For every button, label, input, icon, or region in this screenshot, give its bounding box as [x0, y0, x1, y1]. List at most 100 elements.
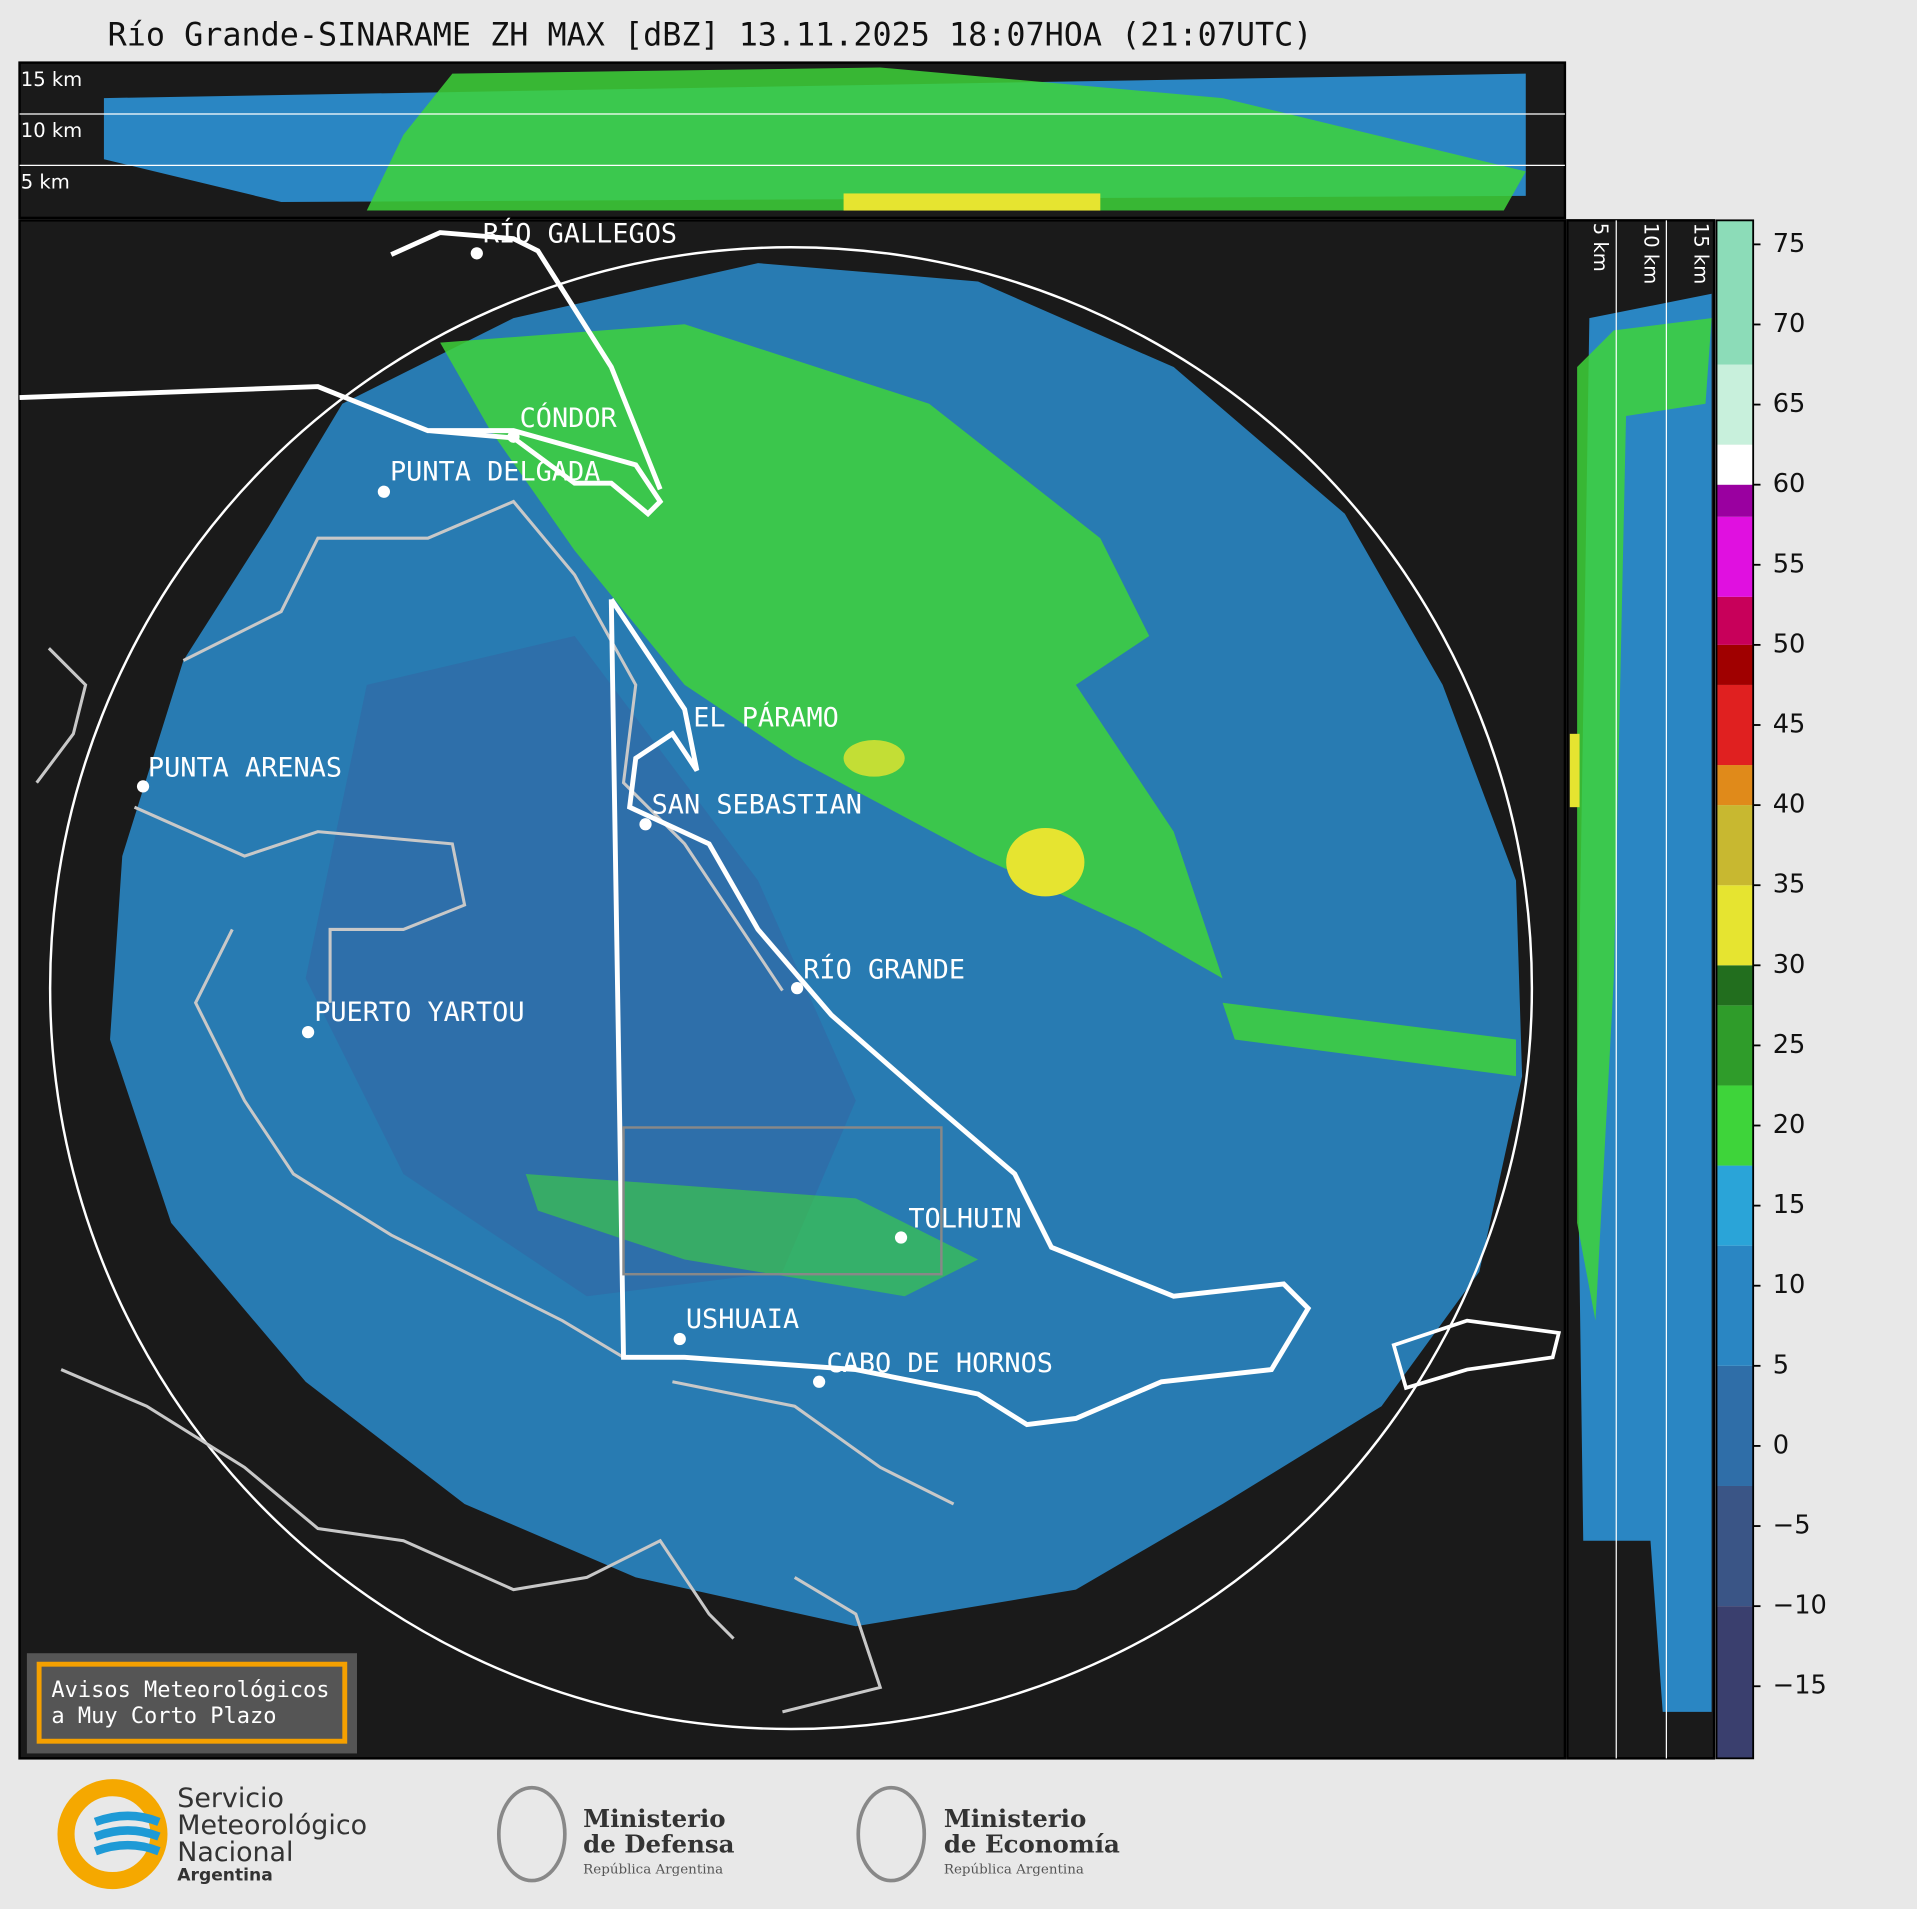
colorbar-band [1716, 885, 1754, 966]
place-label: PUNTA ARENAS [148, 753, 342, 784]
echo-yellow [1006, 827, 1085, 897]
colorbar-band [1716, 765, 1754, 806]
colorbar-band [1716, 1005, 1754, 1086]
colorbar-band [1716, 1085, 1754, 1166]
colorbar-band [1716, 1606, 1754, 1759]
coat-of-arms [856, 1785, 927, 1883]
place-label: CÓNDOR [520, 402, 618, 434]
colorbar-band [1716, 364, 1754, 445]
logo-text: Nacional [177, 1837, 293, 1868]
colorbar-band [1716, 1365, 1754, 1486]
echo-blue-dark [305, 636, 856, 1297]
coat-of-arms [496, 1785, 567, 1883]
notice-border [36, 1661, 348, 1744]
top-profile-echo-yellow [843, 193, 1101, 211]
radar-range-ring [48, 246, 1534, 1731]
colorbar-tick-label: −5 [1773, 1511, 1811, 1541]
place-label: EL PÁRAMO [693, 701, 839, 733]
logo-text: República Argentina [583, 1862, 723, 1877]
colorbar-tick-label: 45 [1773, 709, 1806, 739]
logo-text: Ministerio [944, 1804, 1086, 1833]
colorbar-tick-label: −10 [1773, 1591, 1827, 1621]
notice-text: a Muy Corto Plazo [51, 1704, 276, 1729]
place-dot [813, 1375, 826, 1388]
place-label: PUNTA DELGADA [390, 457, 600, 488]
place-label: USHUAIA [686, 1304, 799, 1335]
colorbar-band [1716, 1165, 1754, 1246]
colorbar-tick-label: 0 [1773, 1430, 1789, 1460]
height-label: 10 km [21, 119, 82, 142]
colorbar-frame [1715, 219, 1755, 1760]
colorbar-band [1716, 684, 1754, 766]
colorbar-tick-label: 20 [1773, 1110, 1806, 1140]
place-dot [894, 1231, 908, 1244]
colorbar-tick-label: 55 [1773, 549, 1806, 579]
echo-yellow [843, 739, 905, 777]
height-label: 15 km [21, 68, 82, 91]
height-label: 5 km [1589, 223, 1612, 272]
colorbar-tick-label: 60 [1773, 469, 1806, 499]
top-profile-echo-green [366, 67, 1526, 211]
colorbar-tick-label: 30 [1773, 950, 1806, 980]
border-line [19, 230, 1312, 1428]
colorbar-band [1716, 444, 1754, 485]
defensa-logo: Ministerio de Defensa República Argentin… [496, 1785, 735, 1883]
echo-green [440, 324, 1223, 979]
colorbar-tick-label: 65 [1773, 389, 1806, 419]
colorbar-tick-label: 50 [1773, 629, 1806, 659]
colorbar-tick-label: 5 [1773, 1350, 1789, 1380]
place-label: RÍO GRANDE [803, 953, 965, 985]
area-outline [622, 1126, 943, 1276]
place-label: RÍO GALLEGOS [483, 217, 677, 249]
colorbar-tick-label: 70 [1773, 309, 1806, 339]
economia-logo: Ministerio de Economía República Argenti… [856, 1785, 1120, 1883]
notice-text: Avisos Meteorológicos [51, 1678, 329, 1703]
coastline [35, 499, 955, 1714]
colorbar-band [1716, 220, 1754, 365]
colorbar-tick-label: 75 [1773, 229, 1806, 259]
height-label: 15 km [1689, 223, 1712, 284]
smn-waves [93, 1811, 161, 1856]
colorbar-band [1716, 516, 1754, 597]
colorbar-band [1716, 1485, 1754, 1607]
colorbar-tick-label: 40 [1773, 790, 1806, 820]
logo-text: República Argentina [944, 1862, 1084, 1877]
side-profile-echo-yellow [1569, 733, 1580, 808]
island-outline [1391, 1318, 1562, 1391]
place-label: TOLHUIN [908, 1204, 1021, 1235]
place-dot [470, 247, 483, 260]
place-dot [301, 1026, 315, 1039]
title: Río Grande-SINARAME ZH MAX [dBZ] 13.11.2… [108, 18, 1313, 54]
colorbar-band [1716, 596, 1754, 645]
place-dot [507, 430, 520, 443]
echo-green [1222, 1002, 1516, 1077]
logo-text: de Defensa [583, 1829, 734, 1858]
notice-box [26, 1653, 357, 1754]
colorbar-band [1716, 1245, 1754, 1366]
place-label: CABO DE HORNOS [826, 1348, 1053, 1379]
place-label: PUERTO YARTOU [314, 997, 524, 1028]
echo-blue [110, 263, 1523, 1627]
colorbar-band [1716, 805, 1754, 886]
height-label: 10 km [1639, 223, 1662, 284]
height-label: 5 km [21, 171, 70, 194]
place-label: SAN SEBASTIAN [652, 789, 862, 820]
logo-text: Servicio [177, 1783, 284, 1814]
logo-text: de Economía [944, 1829, 1120, 1858]
colorbar-tick-label: 15 [1773, 1190, 1806, 1220]
place-dot [673, 1332, 686, 1346]
place-dot [136, 780, 150, 793]
colorbar-band [1716, 644, 1754, 685]
colorbar-band [1716, 965, 1754, 1006]
echo-green [525, 1173, 979, 1297]
smn-logo: Servicio Meteorológico Nacional Argentin… [57, 1779, 367, 1890]
side-profile-echo-green [1577, 318, 1712, 1321]
place-dot [377, 485, 391, 498]
colorbar-tick-label: 35 [1773, 870, 1806, 900]
colorbar-band [1716, 484, 1754, 517]
logo-text: Ministerio [583, 1804, 725, 1833]
